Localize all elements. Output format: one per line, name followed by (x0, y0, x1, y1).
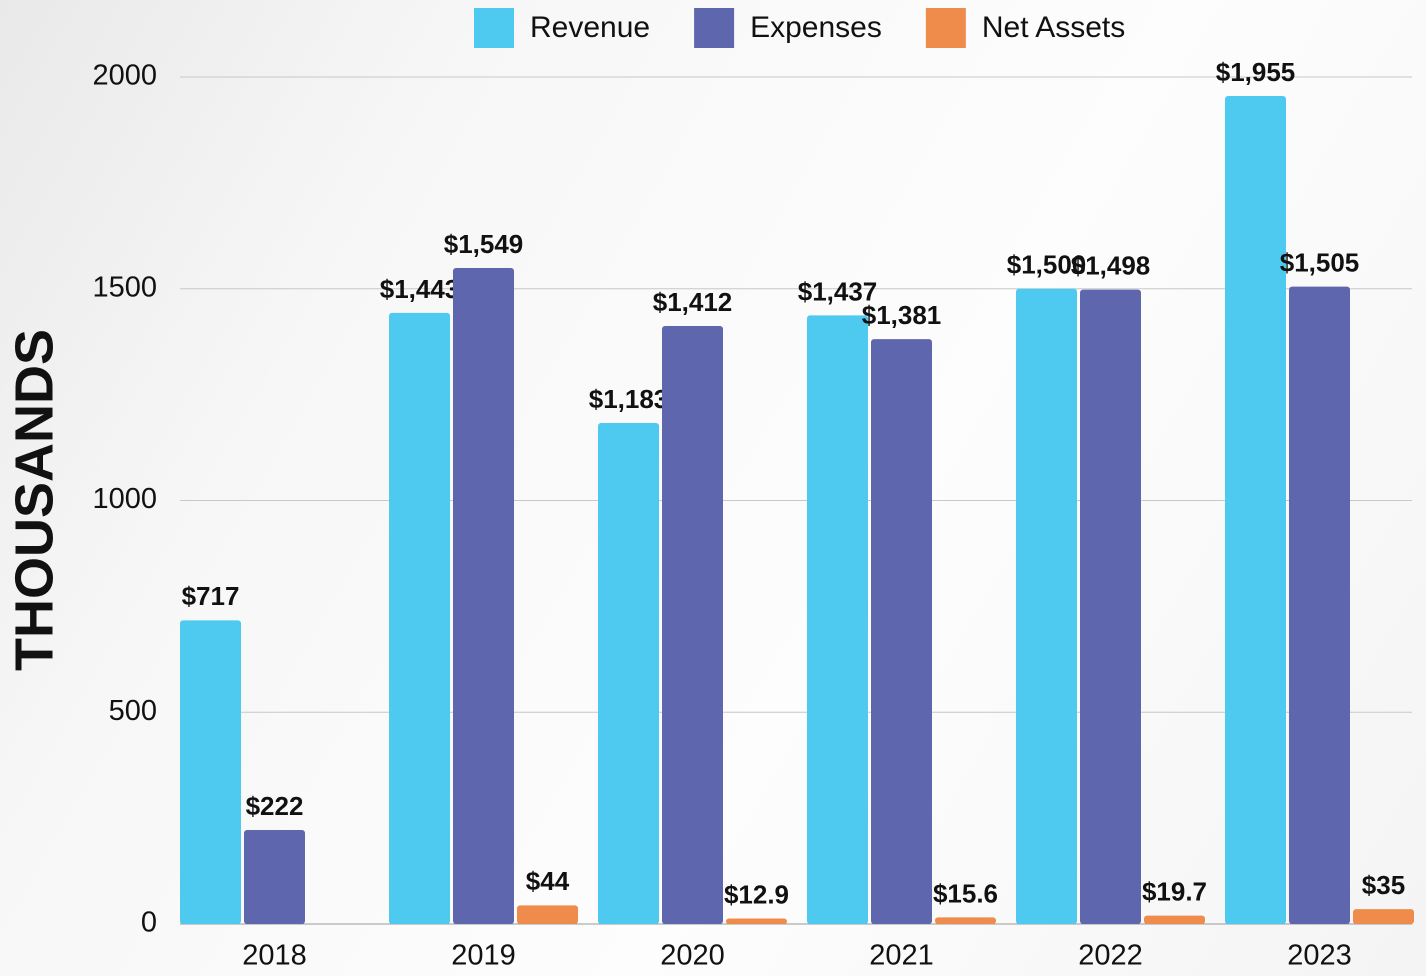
bar (180, 620, 241, 924)
legend-swatch (925, 8, 966, 48)
y-tick-label: 2000 (92, 60, 157, 92)
data-label: $717 (182, 581, 240, 611)
bar (935, 917, 996, 924)
data-label: $1,498 (1071, 250, 1151, 280)
data-label: $222 (246, 791, 304, 821)
bar (598, 422, 659, 924)
data-label: $44 (526, 866, 570, 896)
legend-label: Revenue (530, 11, 650, 44)
x-tick-label: 2018 (242, 940, 307, 972)
bar (517, 905, 578, 924)
bar (244, 829, 305, 924)
y-tick-label: 1500 (92, 271, 157, 303)
bar (871, 339, 932, 925)
data-label: $1,443 (380, 274, 460, 304)
bar (1225, 96, 1286, 925)
bar (1080, 289, 1141, 924)
y-tick-label: 0 (141, 907, 157, 939)
bar (1353, 909, 1414, 924)
bar (1144, 915, 1205, 924)
legend-label: Net Assets (982, 11, 1125, 44)
x-tick-label: 2020 (660, 940, 725, 972)
bar (453, 267, 514, 924)
y-tick-label: 500 (109, 695, 157, 727)
y-axis-label: THOUSANDS (4, 329, 64, 671)
data-label: $1,500 (1007, 250, 1087, 280)
legend-swatch (694, 8, 735, 48)
bar (807, 315, 868, 924)
data-label: $1,955 (1216, 57, 1296, 87)
x-tick-label: 2022 (1078, 940, 1143, 972)
bar (726, 918, 787, 924)
data-label: $1,549 (444, 229, 524, 259)
bar (389, 312, 450, 924)
x-tick-label: 2019 (451, 940, 516, 972)
data-label: $1,505 (1280, 248, 1360, 278)
x-tick-label: 2021 (869, 940, 934, 972)
data-label: $1,381 (862, 300, 942, 330)
bar (1016, 288, 1077, 924)
legend-label: Expenses (750, 11, 882, 44)
data-label: $1,183 (589, 384, 669, 414)
data-label: $12.9 (724, 879, 789, 909)
y-tick-label: 1000 (92, 483, 157, 515)
data-label: $1,437 (798, 276, 878, 306)
data-label: $19.7 (1142, 877, 1207, 907)
legend-swatch (474, 8, 514, 48)
data-label: $1,412 (653, 287, 733, 317)
bar (1289, 286, 1350, 924)
x-tick-label: 2023 (1287, 940, 1352, 972)
bar (662, 326, 723, 924)
data-label: $15.6 (933, 878, 998, 908)
data-label: $35 (1362, 870, 1405, 900)
